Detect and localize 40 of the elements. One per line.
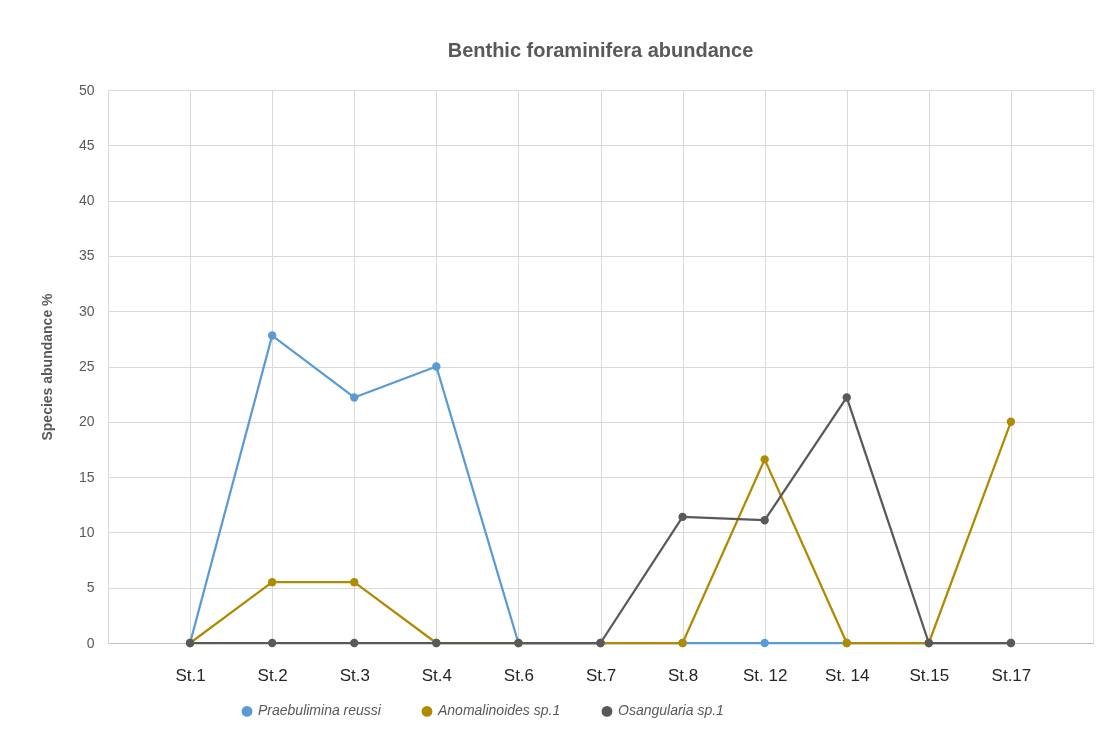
chart-title: Benthic foraminifera abundance xyxy=(447,39,754,61)
x-tick-label: St.15 xyxy=(909,665,950,685)
x-tick-label: St.17 xyxy=(991,665,1032,685)
point xyxy=(678,512,687,522)
y-tick-label: 40 xyxy=(78,192,95,209)
x-tick-label: St. 12 xyxy=(742,665,788,685)
x-tick-label: St.6 xyxy=(503,665,535,685)
x-tick-label: St. 14 xyxy=(825,665,870,685)
y-tick-label: 5 xyxy=(86,579,95,596)
legend-label: Praebulimina reussi xyxy=(258,702,382,719)
y-tick-label: 50 xyxy=(78,81,95,98)
point xyxy=(350,393,359,402)
point xyxy=(432,362,441,371)
legend-label: Anomalinoides sp.1 xyxy=(437,702,561,719)
y-tick-label: 45 xyxy=(78,136,95,153)
point xyxy=(842,393,851,402)
y-axis-title: Species abundance % xyxy=(38,292,55,441)
y-tick-label: 15 xyxy=(78,468,95,485)
x-tick-label: St.1 xyxy=(175,665,206,685)
y-tick-label: 30 xyxy=(78,302,95,319)
point xyxy=(267,578,277,587)
y-tick-label: 35 xyxy=(78,247,95,264)
y-tick-label: 20 xyxy=(78,413,95,430)
y-tick-label: 25 xyxy=(78,358,95,374)
point xyxy=(267,331,277,340)
point xyxy=(350,638,359,648)
point xyxy=(760,455,769,464)
x-tick-label: St.3 xyxy=(339,665,370,685)
point xyxy=(760,638,769,648)
point xyxy=(267,638,277,648)
x-tick-label: St.2 xyxy=(257,665,288,685)
y-tick-label: 0 xyxy=(86,634,95,651)
x-tick-label: St.8 xyxy=(667,665,699,685)
x-tick-label: St.4 xyxy=(421,665,452,685)
y-tick-label: 10 xyxy=(78,523,95,540)
point xyxy=(760,516,769,525)
legend-label: Osangularia sp.1 xyxy=(618,702,724,719)
point xyxy=(350,578,359,587)
x-tick-label: St.7 xyxy=(585,665,617,685)
point xyxy=(1006,417,1016,426)
